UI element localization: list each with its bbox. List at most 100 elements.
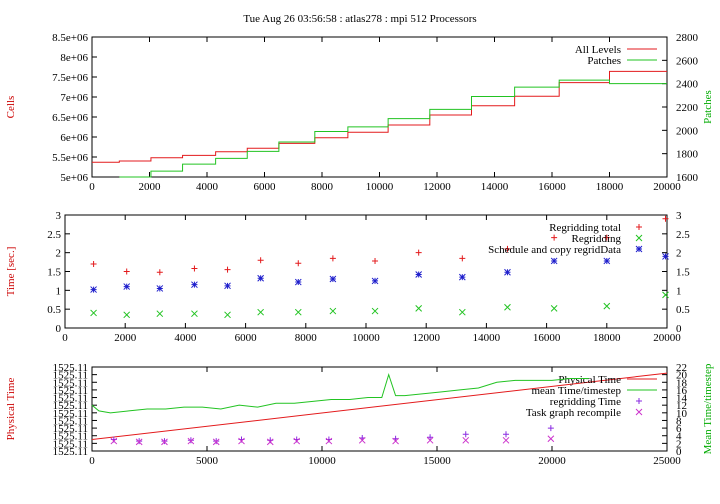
y2-tick-label: 14 (676, 393, 688, 405)
data-point (187, 437, 195, 445)
series-task-graph-recompile (110, 435, 555, 446)
y-tick-label: 7.5e+06 (52, 72, 88, 84)
data-point (293, 437, 301, 445)
series-regridding (90, 291, 669, 319)
data-point (257, 257, 264, 264)
legend-label: Regridding total (549, 222, 621, 234)
x-tick-label: 0 (89, 181, 95, 193)
y2-tick-label: 12 (676, 400, 687, 412)
y-tick-label: 8e+06 (60, 52, 88, 64)
data-point (372, 257, 379, 264)
data-point (547, 435, 555, 443)
data-point (427, 434, 434, 441)
data-point (603, 234, 610, 241)
y-tick-label: 1.5 (47, 267, 61, 279)
legend-label: Regridding (572, 233, 622, 245)
x-tick-label: 20000 (653, 181, 681, 193)
data-point (123, 268, 130, 275)
data-point (90, 286, 97, 293)
x-tick-label: 25000 (653, 455, 681, 467)
y2-tick-label: 4 (676, 431, 682, 443)
data-point (187, 437, 194, 444)
plot-frame (91, 36, 668, 178)
data-point (603, 302, 611, 310)
legend-label: Task graph recompile (526, 407, 621, 419)
y2-tick-label: 2800 (676, 32, 699, 44)
y2-tick-label: 2200 (676, 102, 699, 114)
y2-tick-label: 2 (676, 438, 682, 450)
data-point (662, 253, 669, 260)
y-tick-label: 8.5e+06 (52, 32, 88, 44)
series-regridding-time (110, 425, 554, 445)
data-point (156, 285, 164, 292)
legend-label: Schedule and copy regridData (488, 244, 621, 256)
data-point (191, 281, 198, 289)
data-point (371, 277, 379, 285)
y2-tick-label: 2600 (676, 55, 699, 67)
y-tick-label: 1525.11 (53, 385, 88, 397)
x-tick-label: 0 (89, 455, 95, 467)
data-point (415, 249, 422, 256)
data-point (662, 215, 669, 222)
data-point (329, 275, 337, 283)
data-point (325, 437, 333, 445)
y-axis-label: Time [sec.] (5, 247, 17, 297)
data-point (213, 438, 220, 445)
y2-tick-label: 1800 (676, 149, 699, 161)
data-point (459, 255, 466, 262)
y-tick-label: 2 (56, 248, 62, 260)
y2-tick-label: 8 (676, 415, 682, 427)
x-tick-label: 15000 (423, 455, 451, 467)
data-point (90, 260, 97, 267)
y-tick-label: 6e+06 (60, 132, 88, 144)
legend-marker (635, 234, 643, 242)
x-tick-label: 16000 (538, 181, 566, 193)
data-point (123, 283, 131, 290)
y-tick-label: 1525.11 (53, 393, 88, 405)
y-tick-label: 1525.11 (53, 446, 88, 458)
data-point (90, 309, 97, 317)
data-point (161, 438, 168, 445)
y2-axis-label: Patches (702, 90, 714, 124)
y2-tick-label: 2000 (676, 125, 699, 137)
legend-label: All Levels (575, 44, 621, 56)
series-physical-time (91, 372, 668, 441)
data-point (329, 255, 336, 262)
y-tick-label: 0 (56, 323, 62, 335)
data-point (371, 307, 379, 315)
x-tick-label: 14000 (481, 181, 509, 193)
data-point (156, 269, 163, 276)
x-tick-label: 8000 (311, 181, 334, 193)
x-tick-label: 4000 (174, 332, 197, 344)
y-tick-label: 1 (56, 285, 62, 297)
data-point (224, 311, 231, 319)
series-line (119, 79, 667, 178)
series-all-levels (92, 70, 667, 163)
y-tick-label: 3 (56, 210, 62, 222)
y2-tick-label: 0.5 (676, 304, 690, 316)
x-tick-label: 5000 (196, 455, 219, 467)
data-point (257, 274, 265, 282)
data-point (504, 245, 511, 252)
x-tick-label: 16000 (533, 332, 561, 344)
y2-tick-label: 1.5 (676, 267, 690, 279)
series-line (91, 372, 589, 414)
data-point (224, 282, 231, 290)
legend-marker (636, 398, 642, 404)
x-tick-label: 2000 (114, 332, 137, 344)
y2-tick-label: 20 (676, 370, 688, 382)
data-point (295, 260, 302, 267)
legend-label: Patches (587, 55, 621, 67)
data-point (123, 311, 131, 319)
data-point (266, 438, 274, 446)
x-tick-label: 8000 (295, 332, 318, 344)
x-tick-label: 10000 (366, 181, 394, 193)
y-tick-label: 1525.11 (53, 362, 88, 374)
data-point (462, 436, 470, 444)
data-point (161, 438, 168, 446)
data-point (238, 437, 245, 445)
series-line (91, 372, 668, 441)
y-tick-label: 1525.11 (53, 377, 88, 389)
data-point (191, 310, 198, 318)
data-point (358, 436, 366, 444)
